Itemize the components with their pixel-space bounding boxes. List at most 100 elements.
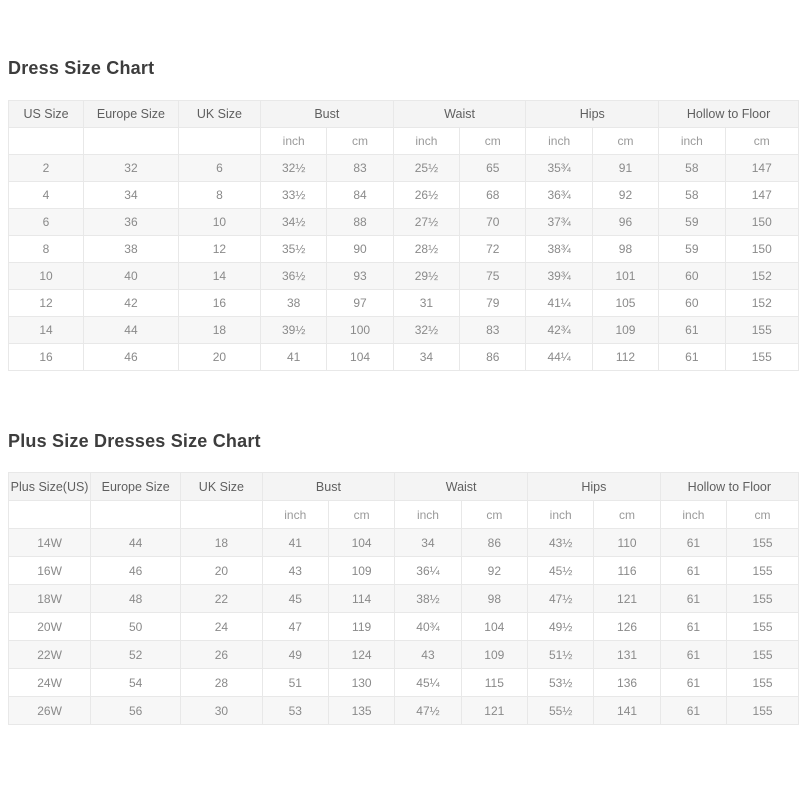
table-cell: 92 bbox=[591, 181, 660, 209]
unit-header: inch bbox=[392, 127, 461, 155]
table-cell: 31 bbox=[392, 289, 461, 317]
table-row: 2 32 6 32½ 83 25½ 65 35¾ 91 58 147 bbox=[7, 154, 800, 182]
table-cell: 48 bbox=[90, 584, 182, 613]
column-header: Plus Size(US) bbox=[7, 472, 92, 501]
table-cell: 155 bbox=[724, 343, 800, 371]
table-cell: 39¾ bbox=[525, 262, 593, 290]
table-row: 24W 54 28 51 130 45¼ 115 53½ 136 61 155 bbox=[7, 668, 799, 697]
table-cell: 40 bbox=[83, 262, 179, 290]
table-cell: 45½ bbox=[526, 556, 595, 585]
table-cell: 155 bbox=[726, 668, 799, 697]
table-cell: 36½ bbox=[259, 262, 328, 290]
table-cell: 22 bbox=[180, 584, 263, 613]
table-cell: 32½ bbox=[259, 154, 328, 182]
plus-size-chart-title: Plus Size Dresses Size Chart bbox=[8, 431, 261, 451]
table-cell: 38½ bbox=[394, 584, 462, 613]
table-cell: 96 bbox=[591, 208, 660, 236]
table-cell: 98 bbox=[591, 235, 660, 263]
table-cell: 109 bbox=[460, 640, 529, 669]
table-cell: 14 bbox=[7, 316, 85, 344]
table-cell: 26 bbox=[180, 640, 263, 669]
table-cell: 43 bbox=[394, 640, 462, 669]
table-row: 18W 48 22 45 114 38½ 98 47½ 121 61 155 bbox=[7, 584, 799, 613]
table-cell: 79 bbox=[459, 289, 527, 317]
table-cell: 39½ bbox=[259, 316, 328, 344]
table-cell: 119 bbox=[327, 612, 396, 641]
table-cell: 38¾ bbox=[525, 235, 593, 263]
table-cell: 44 bbox=[83, 316, 179, 344]
table-cell: 8 bbox=[177, 181, 262, 209]
column-header: Europe Size bbox=[90, 472, 182, 501]
table-cell: 55½ bbox=[526, 696, 595, 725]
empty-header bbox=[180, 500, 263, 529]
table-cell: 70 bbox=[459, 208, 527, 236]
table-cell: 29½ bbox=[392, 262, 461, 290]
table-cell: 37¾ bbox=[525, 208, 593, 236]
table-cell: 91 bbox=[591, 154, 660, 182]
table-cell: 61 bbox=[659, 528, 728, 557]
plus-size-chart-section: Plus Size Dresses Size Chart Plus Size(U… bbox=[7, 431, 800, 725]
table-cell: 61 bbox=[659, 668, 728, 697]
table-cell: 104 bbox=[460, 612, 529, 641]
table-cell: 49 bbox=[261, 640, 329, 669]
unit-header: inch bbox=[394, 500, 462, 529]
table-cell: 155 bbox=[726, 528, 799, 557]
table-cell: 34 bbox=[394, 528, 462, 557]
table-cell: 28½ bbox=[392, 235, 461, 263]
unit-header: inch bbox=[259, 127, 328, 155]
unit-header: cm bbox=[593, 500, 661, 529]
table-cell: 28 bbox=[180, 668, 263, 697]
unit-header: inch bbox=[659, 500, 728, 529]
table-row: 26W 56 30 53 135 47½ 121 55½ 141 61 155 bbox=[7, 696, 799, 725]
table-cell: 59 bbox=[658, 235, 726, 263]
table-cell: 27½ bbox=[392, 208, 461, 236]
table-cell: 18 bbox=[180, 528, 263, 557]
unit-header: cm bbox=[327, 500, 396, 529]
table-cell: 152 bbox=[724, 289, 800, 317]
table-cell: 53½ bbox=[526, 668, 595, 697]
table-cell: 45 bbox=[261, 584, 329, 613]
table-cell: 10 bbox=[177, 208, 262, 236]
table-cell: 4 bbox=[7, 181, 85, 209]
table-cell: 136 bbox=[593, 668, 661, 697]
table-cell: 20W bbox=[7, 612, 92, 641]
table-cell: 14W bbox=[7, 528, 92, 557]
table-cell: 126 bbox=[593, 612, 661, 641]
table-row: 6 36 10 34½ 88 27½ 70 37¾ 96 59 150 bbox=[7, 208, 800, 236]
table-cell: 20 bbox=[177, 343, 262, 371]
table-cell: 47 bbox=[261, 612, 329, 641]
table-cell: 92 bbox=[460, 556, 529, 585]
table-cell: 121 bbox=[593, 584, 661, 613]
table-cell: 41¼ bbox=[525, 289, 593, 317]
table-cell: 155 bbox=[726, 556, 799, 585]
table-cell: 147 bbox=[724, 154, 800, 182]
table-cell: 47½ bbox=[526, 584, 595, 613]
table-cell: 130 bbox=[327, 668, 396, 697]
table-cell: 114 bbox=[327, 584, 396, 613]
table-cell: 36¼ bbox=[394, 556, 462, 585]
column-header: UK Size bbox=[180, 472, 263, 501]
table-cell: 93 bbox=[326, 262, 394, 290]
table-cell: 104 bbox=[327, 528, 396, 557]
table-cell: 14 bbox=[177, 262, 262, 290]
table-cell: 26W bbox=[7, 696, 92, 725]
table-cell: 110 bbox=[593, 528, 661, 557]
table-cell: 61 bbox=[658, 316, 726, 344]
table-cell: 109 bbox=[327, 556, 396, 585]
table-cell: 38 bbox=[259, 289, 328, 317]
table-cell: 16W bbox=[7, 556, 92, 585]
table-cell: 6 bbox=[177, 154, 262, 182]
empty-header bbox=[90, 500, 182, 529]
unit-header: inch bbox=[261, 500, 329, 529]
table-cell: 152 bbox=[724, 262, 800, 290]
table-cell: 45¼ bbox=[394, 668, 462, 697]
table-cell: 51 bbox=[261, 668, 329, 697]
table-cell: 26½ bbox=[392, 181, 461, 209]
table-cell: 59 bbox=[658, 208, 726, 236]
table-cell: 61 bbox=[658, 343, 726, 371]
table-cell: 60 bbox=[658, 262, 726, 290]
table-cell: 46 bbox=[90, 556, 182, 585]
table-cell: 43½ bbox=[526, 528, 595, 557]
table-cell: 24 bbox=[180, 612, 263, 641]
unit-header: cm bbox=[726, 500, 799, 529]
